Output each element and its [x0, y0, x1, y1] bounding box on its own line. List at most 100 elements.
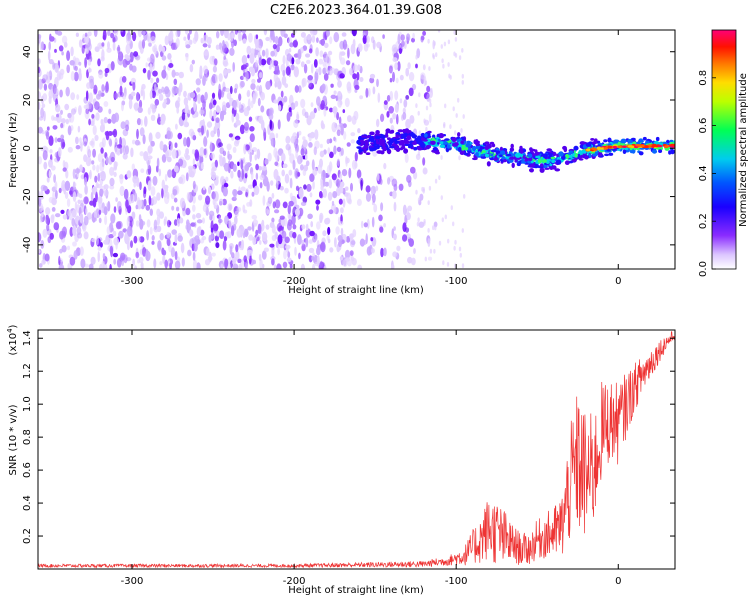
spectrogram-x-tick-label: -200 [283, 276, 306, 287]
spectrogram-noise-cell [331, 122, 337, 133]
spectrogram-noise-cell [424, 80, 428, 86]
spectrogram-noise-cell [201, 124, 204, 136]
spectrogram-noise-cell [211, 167, 214, 175]
spectrogram-ridge-cell [636, 141, 641, 145]
spectrogram-noise-cell [251, 78, 256, 84]
spectrogram-ridge-cell [439, 141, 444, 145]
spectrogram-ridge-cell [368, 137, 375, 142]
spectrogram-noise-cell [310, 63, 314, 74]
spectrogram-noise-cell [125, 145, 129, 155]
spectrogram-peak-cell [664, 145, 669, 148]
spectrogram-ridge-cell [369, 145, 374, 149]
spectrogram-noise-cell [141, 83, 146, 90]
spectrogram-noise-cell [104, 84, 109, 94]
spectrogram-noise-cell [300, 201, 307, 206]
spectrogram-noise-cell [181, 112, 186, 121]
spectrogram-ridge-cell [645, 140, 650, 144]
snr-y-tick-label: 0.4 [22, 495, 33, 511]
spectrogram-noise-cell [383, 100, 388, 105]
spectrogram-noise-cell [304, 111, 309, 119]
spectrogram-noise-cell [300, 148, 305, 156]
spectrogram-noise-cell [308, 82, 315, 90]
spectrogram-noise-cell [319, 50, 324, 58]
spectrogram-noise-cell [408, 238, 414, 247]
spectrogram-ridge-cell [427, 132, 431, 138]
spectrogram-noise-cell [256, 85, 260, 91]
spectrogram-noise-cell [101, 84, 105, 92]
spectrogram-noise-cell [38, 156, 42, 165]
spectrogram-noise-cell [432, 53, 435, 58]
spectrogram-noise-cell [334, 237, 337, 248]
spectrogram-noise-cell [409, 115, 415, 124]
spectrogram-noise-cell [91, 238, 96, 243]
spectrogram-noise-cell [313, 79, 316, 85]
spectrogram-noise-cell [311, 255, 315, 261]
spectrogram-noise-cell [277, 247, 280, 256]
spectrogram-noise-cell [103, 101, 109, 107]
spectrogram-noise-cell [168, 32, 173, 42]
spectrogram-noise-cell [186, 219, 190, 227]
spectrogram-noise-cell [168, 140, 172, 147]
spectrogram-noise-cell [285, 66, 291, 76]
spectrogram-noise-cell [295, 150, 298, 160]
spectrogram-noise-cell [314, 129, 319, 141]
spectrogram-noise-cell [447, 62, 450, 67]
spectrogram-peak-cell [627, 145, 632, 148]
spectrogram-noise-cell [84, 32, 88, 37]
spectrogram-noise-cell [77, 125, 81, 133]
spectrogram-noise-cell [306, 59, 311, 64]
spectrogram-noise-cell [210, 152, 215, 160]
spectrogram-noise-cell [64, 180, 71, 191]
spectrogram-ridge-cell [399, 147, 404, 151]
spectrogram-noise-cell [257, 166, 263, 171]
spectrogram-noise-cell [184, 30, 189, 35]
spectrogram-noise-cell [131, 65, 137, 73]
spectrogram-ridge-cell [514, 159, 518, 163]
spectrogram-ridge-cell [529, 164, 535, 168]
spectrogram-noise-cell [140, 89, 144, 97]
spectrogram-noise-cell [70, 71, 75, 81]
spectrogram-noise-cell [215, 117, 220, 123]
spectrogram-noise-cell [65, 118, 70, 125]
spectrogram-noise-cell [164, 173, 168, 182]
spectrogram-noise-cell [222, 198, 227, 206]
spectrogram-noise-cell [114, 137, 118, 146]
snr-series-line [38, 331, 675, 569]
spectrogram-noise-cell [97, 153, 103, 163]
spectrogram-noise-cell [284, 173, 290, 184]
spectrogram-noise-cell [176, 106, 180, 114]
spectrogram-noise-cell [309, 192, 313, 198]
spectrogram-ridge-cell [396, 140, 400, 144]
spectrogram-ridge-cell [416, 139, 423, 145]
spectrogram-noise-cell [319, 40, 323, 45]
spectrogram-noise-cell [350, 256, 355, 262]
spectrogram-noise-cell [440, 155, 443, 160]
spectrogram-noise-cell [89, 140, 94, 146]
spectrogram-frame [37, 29, 676, 270]
spectrogram-noise-cell [250, 100, 254, 109]
spectrogram-ridge-cell [563, 146, 568, 153]
spectrogram-ridge-cell [430, 140, 436, 145]
spectrogram-ridge-cell [490, 149, 497, 153]
spectrogram-noise-cell [47, 50, 51, 61]
spectrogram-ridge-cell [376, 150, 383, 154]
spectrogram-noise-cell [418, 92, 421, 98]
spectrogram-ridge-cell [457, 146, 462, 152]
spectrogram-noise-cell [123, 145, 126, 156]
spectrogram-ridge-cell [568, 154, 573, 159]
spectrogram-noise-cell [208, 210, 215, 217]
spectrogram-noise-cell [67, 112, 72, 119]
spectrogram-noise-cell [265, 224, 270, 230]
spectrogram-noise-cell [221, 101, 227, 110]
spectrogram-noise-cell [274, 35, 279, 44]
spectrogram-noise-cell [164, 259, 168, 269]
snr-y-tick-label: 0.8 [22, 429, 33, 445]
spectrogram-noise-cell [360, 179, 363, 191]
spectrogram-noise-cell [394, 62, 398, 71]
spectrogram-noise-cell [88, 263, 94, 269]
spectrogram-noise-cell [66, 198, 71, 208]
spectrogram-noise-cell [92, 148, 96, 158]
spectrogram-noise-cell [415, 54, 418, 60]
spectrogram-noise-cell [380, 113, 385, 123]
spectrogram-noise-cell [365, 233, 368, 245]
